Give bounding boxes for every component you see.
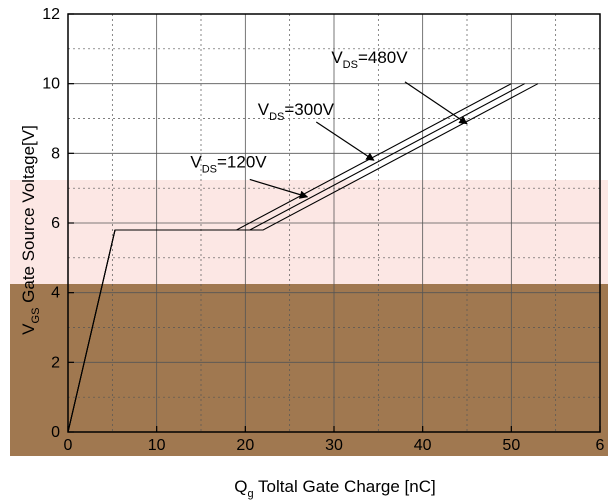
y-tick-label: 8 bbox=[51, 145, 60, 162]
overlay-layer bbox=[10, 180, 608, 456]
series-label-2: VDS=480V bbox=[331, 48, 408, 71]
x-axis-title: Qg Toltal Gate Charge [nC] bbox=[234, 477, 435, 500]
series-label-1: VDS=300V bbox=[258, 100, 335, 123]
y-axis-title: VGS Gate Source Voltage[V] bbox=[19, 125, 42, 335]
series-label-text: =480V bbox=[358, 48, 408, 67]
upper-overlay-band bbox=[10, 180, 608, 284]
x-tick-label: 50 bbox=[502, 437, 520, 454]
series-label-text: =300V bbox=[284, 100, 334, 119]
series-label-prefix: V bbox=[258, 100, 270, 119]
y-tick-label: 4 bbox=[51, 285, 60, 302]
y-tick-label: 0 bbox=[51, 424, 60, 441]
series-label-0: VDS=120V bbox=[190, 152, 267, 175]
y-tick-label: 2 bbox=[51, 354, 60, 371]
x-tick-label: 0 bbox=[64, 437, 73, 454]
lower-overlay-band bbox=[10, 284, 608, 456]
series-label-prefix: V bbox=[190, 152, 202, 171]
x-tick-label: 20 bbox=[236, 437, 254, 454]
y-tick-label: 10 bbox=[42, 76, 60, 93]
series-label-sub: DS bbox=[269, 111, 284, 123]
x-axis-title-sub: g bbox=[248, 488, 254, 500]
x-tick-label: 30 bbox=[325, 437, 343, 454]
y-tick-labels: 0 2 4 6 8 10 12 bbox=[42, 6, 60, 441]
y-axis-title-text: Gate Source Voltage[V] bbox=[19, 125, 38, 307]
x-tick-label: 10 bbox=[148, 437, 166, 454]
series-label-text: =120V bbox=[217, 152, 267, 171]
y-tick-label: 12 bbox=[42, 6, 60, 23]
y-tick-label: 6 bbox=[51, 215, 60, 232]
grid-lines bbox=[67, 13, 601, 433]
y-axis-title-sub: GS bbox=[30, 308, 42, 324]
x-axis-title-prefix: Q bbox=[234, 477, 247, 496]
annotation-arrow-2 bbox=[404, 81, 468, 125]
x-tick-label: 6 bbox=[596, 437, 605, 454]
x-tick-labels: 0 10 20 30 40 50 6 bbox=[64, 437, 605, 454]
series-line-2 bbox=[67, 83, 539, 433]
y-axis-title-prefix: V bbox=[19, 323, 38, 335]
annotation-arrow-0 bbox=[249, 178, 309, 199]
series-label-prefix: V bbox=[331, 48, 343, 67]
annotation-arrow-1 bbox=[315, 121, 375, 161]
series-label-sub: DS bbox=[202, 163, 217, 175]
x-axis-title-text: Toltal Gate Charge [nC] bbox=[254, 477, 436, 496]
series-label-sub: DS bbox=[343, 59, 358, 71]
x-tick-label: 40 bbox=[414, 437, 432, 454]
